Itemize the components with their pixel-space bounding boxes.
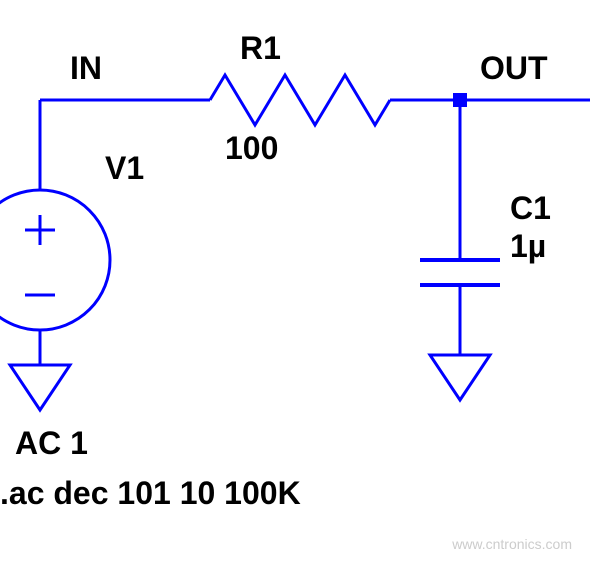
node-out-label: OUT: [480, 50, 548, 87]
resistor-value-label: 100: [225, 130, 278, 167]
ground-right: [430, 355, 490, 400]
capacitor-c1: [420, 260, 500, 285]
resistor-r1: [210, 75, 390, 125]
resistor-name-label: R1: [240, 30, 281, 67]
node-in-label: IN: [70, 50, 102, 87]
ground-left: [10, 365, 70, 410]
source-name-label: V1: [105, 150, 144, 187]
voltage-source-v1: [0, 190, 110, 330]
watermark: www.cntronics.com: [452, 536, 572, 552]
capacitor-value-label: 1µ: [510, 228, 546, 265]
spice-directive: .ac dec 101 10 100K: [0, 475, 301, 512]
capacitor-name-label: C1: [510, 190, 551, 227]
source-value-label: AC 1: [15, 425, 88, 462]
